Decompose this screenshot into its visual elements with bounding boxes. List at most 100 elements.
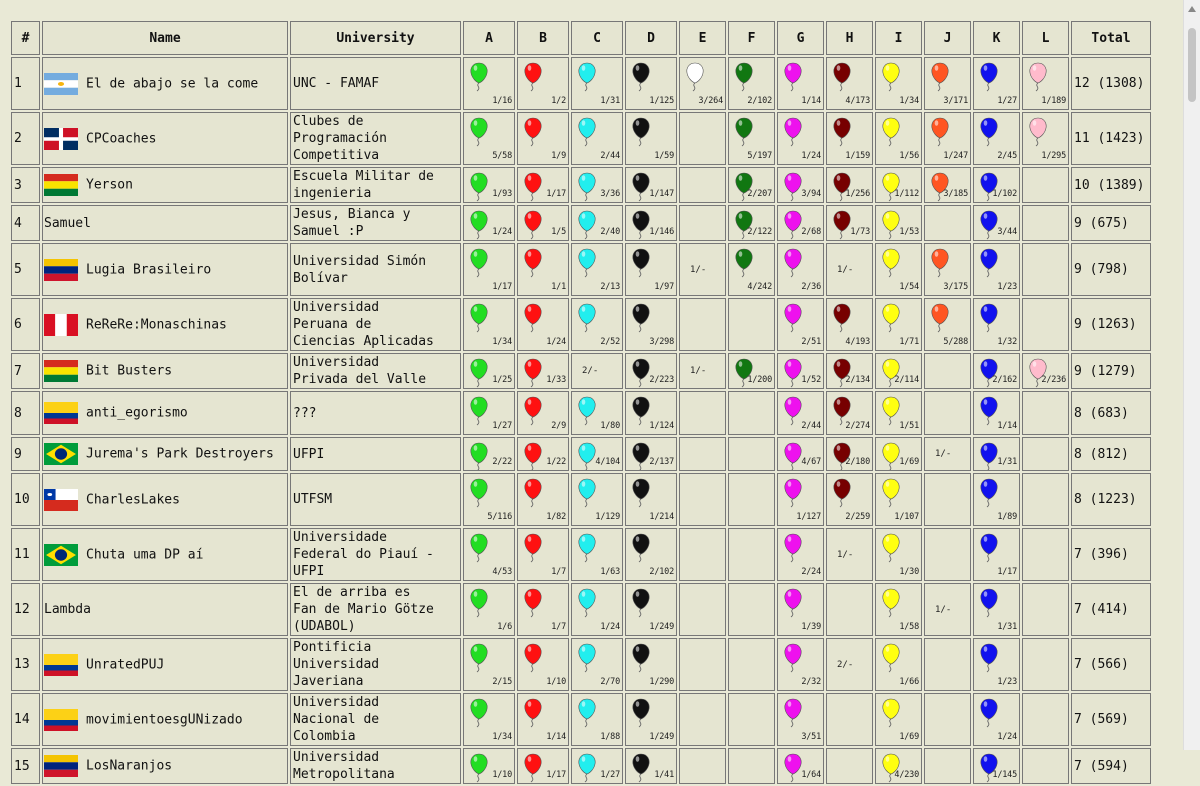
problem-cell-f <box>728 693 775 746</box>
balloon-icon <box>784 248 802 278</box>
balloon-icon <box>524 588 542 618</box>
rank-cell: 9 <box>11 437 40 471</box>
balloon-icon <box>578 753 596 783</box>
solved-tries-time: 1/24 <box>492 227 512 237</box>
balloon-icon <box>1029 62 1047 92</box>
attempts-label: 1/- <box>837 549 854 560</box>
vertical-scrollbar[interactable] <box>1183 0 1200 750</box>
balloon-icon <box>524 210 542 240</box>
balloon-icon <box>632 210 650 240</box>
problem-cell-f <box>728 437 775 471</box>
table-row: 9 Jurema's Park Destroyers UFPI 2/22 1/22 4/1… <box>11 437 1151 471</box>
solved-tries-time: 5/116 <box>487 512 512 522</box>
problem-cell-b: 1/7 <box>517 583 569 636</box>
header-problem-i: I <box>875 21 922 55</box>
problem-cell-k: 1/145 <box>973 748 1020 784</box>
problem-cell-h: 2/274 <box>826 391 873 435</box>
problem-cell-c: 1/63 <box>571 528 623 581</box>
team-name-cell: UnratedPUJ <box>42 638 288 691</box>
university-line: Programación <box>293 131 387 146</box>
problem-cell-l <box>1022 205 1069 241</box>
scroll-up-arrow-icon[interactable] <box>1188 6 1196 12</box>
university-line: Competitiva <box>293 148 380 163</box>
team-name-cell: CPCoaches <box>42 112 288 165</box>
problem-cell-i: 1/30 <box>875 528 922 581</box>
solved-tries-time: 1/34 <box>899 96 919 106</box>
balloon-icon <box>470 62 488 92</box>
total-cell: 12 (1308) <box>1071 57 1151 110</box>
problem-cell-h: 2/259 <box>826 473 873 526</box>
problem-cell-a: 2/15 <box>463 638 515 691</box>
solved-tries-time: 1/214 <box>649 512 674 522</box>
attempts-label: 1/- <box>935 449 952 459</box>
table-row: 4 Samuel Jesus, Bianca y Samuel :P 1/24 1/5 2/… <box>11 205 1151 241</box>
solved-tries-time: 1/59 <box>654 151 674 161</box>
flag-brazil <box>44 543 78 566</box>
total-cell: 7 (396) <box>1071 528 1151 581</box>
flag-peru <box>44 313 78 336</box>
rank-cell: 14 <box>11 693 40 746</box>
university-line: Federal do Piauí - <box>293 547 434 562</box>
total-cell: 8 (683) <box>1071 391 1151 435</box>
solved-tries-time: 3/171 <box>943 96 968 106</box>
balloon-icon <box>980 358 998 388</box>
solved-tries-time: 1/89 <box>997 512 1017 522</box>
problem-cell-i: 4/230 <box>875 748 922 784</box>
solved-tries-time: 5/58 <box>492 151 512 161</box>
solved-tries-time: 1/51 <box>899 421 919 431</box>
rank-cell: 5 <box>11 243 40 296</box>
university-line: Universidad <box>293 695 380 710</box>
balloon-icon <box>931 117 949 147</box>
balloon-icon <box>524 248 542 278</box>
problem-cell-g: 2/24 <box>777 528 824 581</box>
university-cell: UFPI <box>290 437 461 471</box>
problem-cell-g: 1/39 <box>777 583 824 636</box>
university-line: UFPI <box>293 446 325 462</box>
table-row: 1 El de abajo se la come UNC - FAMAF 1/16 1/… <box>11 57 1151 110</box>
balloon-icon <box>470 698 488 728</box>
solved-tries-time: 1/23 <box>997 677 1017 687</box>
balloon-icon <box>578 396 596 426</box>
balloon-icon <box>632 248 650 278</box>
solved-tries-time: 2/36 <box>801 282 821 292</box>
solved-tries-time: 4/67 <box>801 457 821 467</box>
solved-tries-time: 1/64 <box>801 770 821 780</box>
problem-cell-d: 1/146 <box>625 205 677 241</box>
solved-tries-time: 2/44 <box>600 151 620 161</box>
problem-cell-h: 2/134 <box>826 353 873 389</box>
team-name: El de abajo se la come <box>86 76 259 91</box>
problem-cell-b: 1/7 <box>517 528 569 581</box>
problem-cell-b: 1/82 <box>517 473 569 526</box>
table-row: 2 CPCoaches Clubes de Programación Competiti… <box>11 112 1151 165</box>
university-line: Clubes de <box>293 114 364 129</box>
flag-chile <box>44 488 78 511</box>
problem-cell-c: 3/36 <box>571 167 623 203</box>
problem-cell-d: 3/298 <box>625 298 677 351</box>
problem-cell-k: 1/31 <box>973 583 1020 636</box>
total-cell: 7 (594) <box>1071 748 1151 784</box>
solved-tries-time: 1/14 <box>801 96 821 106</box>
problem-cell-g: 2/44 <box>777 391 824 435</box>
problem-cell-j: 5/288 <box>924 298 971 351</box>
university-line: Ciencias Aplicadas <box>293 334 434 349</box>
balloon-icon <box>524 698 542 728</box>
solved-tries-time: 2/70 <box>600 677 620 687</box>
balloon-icon <box>632 396 650 426</box>
balloon-icon <box>578 588 596 618</box>
team-name-cell: anti_egorismo <box>42 391 288 435</box>
scroll-thumb[interactable] <box>1188 28 1196 102</box>
balloon-icon <box>578 117 596 147</box>
balloon-icon <box>784 478 802 508</box>
solved-tries-time: 1/93 <box>492 189 512 199</box>
solved-tries-time: 1/14 <box>546 732 566 742</box>
problem-cell-a: 1/34 <box>463 693 515 746</box>
solved-tries-time: 1/56 <box>899 151 919 161</box>
solved-tries-time: 1/27 <box>997 96 1017 106</box>
university-cell: El de arriba es Fan de Mario Götze (UDABOL… <box>290 583 461 636</box>
solved-tries-time: 2/68 <box>801 227 821 237</box>
balloon-icon <box>735 358 753 388</box>
problem-cell-h <box>826 693 873 746</box>
problem-cell-g: 1/24 <box>777 112 824 165</box>
solved-tries-time: 1/189 <box>1041 96 1066 106</box>
balloon-icon <box>833 303 851 333</box>
